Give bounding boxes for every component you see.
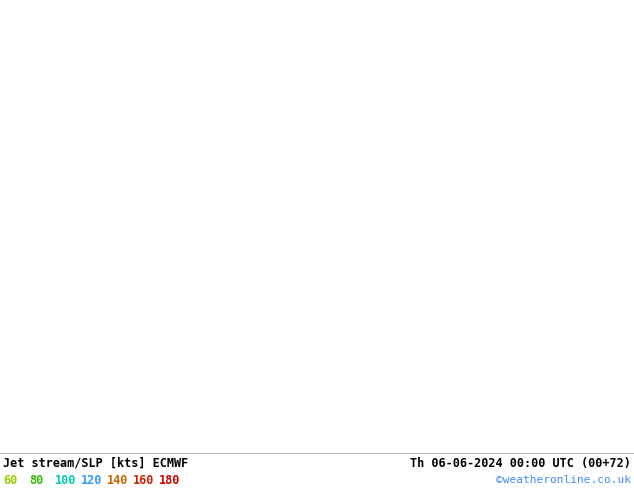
Text: ©weatheronline.co.uk: ©weatheronline.co.uk [496, 475, 631, 485]
Text: 100: 100 [55, 473, 76, 487]
Text: 60: 60 [3, 473, 17, 487]
Text: 140: 140 [107, 473, 128, 487]
Text: 160: 160 [133, 473, 154, 487]
Text: Jet stream/SLP [kts] ECMWF: Jet stream/SLP [kts] ECMWF [3, 457, 188, 470]
Text: 180: 180 [159, 473, 181, 487]
Text: 80: 80 [29, 473, 43, 487]
Text: 120: 120 [81, 473, 102, 487]
Text: Th 06-06-2024 00:00 UTC (00+72): Th 06-06-2024 00:00 UTC (00+72) [410, 457, 631, 470]
